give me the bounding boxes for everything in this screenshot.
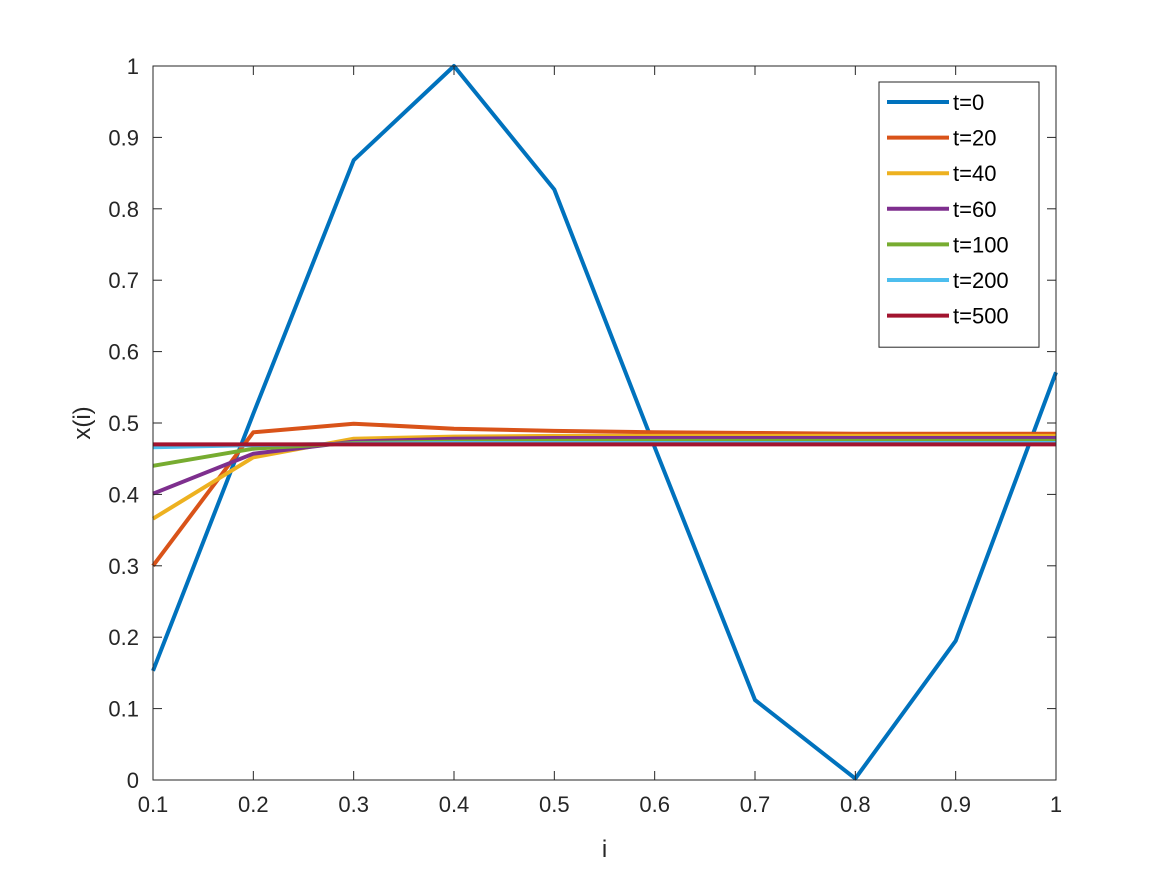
y-tick-label: 0.1 bbox=[108, 697, 139, 722]
y-tick-label: 0.2 bbox=[108, 625, 139, 650]
series-line-t=0 bbox=[151, 64, 1058, 781]
y-tick-label: 0.4 bbox=[108, 482, 139, 507]
y-tick-label: 0 bbox=[127, 768, 139, 793]
x-tick-label: 0.5 bbox=[539, 792, 570, 817]
y-tick-label: 0.7 bbox=[108, 268, 139, 293]
series-layer bbox=[151, 64, 1058, 781]
legend-box bbox=[878, 81, 1040, 348]
legend-label: t=500 bbox=[953, 304, 1009, 329]
x-tick-label: 0.7 bbox=[740, 792, 771, 817]
ticks-layer: 0.1 0.2 0.3 0.4 0.5 0.6 0.7 0.8 0.9 100.10.20.30.… bbox=[108, 54, 1062, 817]
x-tick-label: 0.3 bbox=[338, 792, 369, 817]
x-tick-label: 1 bbox=[1050, 792, 1062, 817]
y-tick-label: 0.3 bbox=[108, 554, 139, 579]
legend-label: t=100 bbox=[953, 232, 1009, 257]
y-tick-label: 0.8 bbox=[108, 197, 139, 222]
x-tick-label: 0.4 bbox=[439, 792, 470, 817]
y-tick-label: 0.5 bbox=[108, 411, 139, 436]
legend-label: t=0 bbox=[953, 90, 984, 115]
y-tick-label: 0.9 bbox=[108, 125, 139, 150]
x-tick-label: 0.2 bbox=[238, 792, 269, 817]
x-tick-label: 0.6 bbox=[639, 792, 670, 817]
y-tick-label: 0.6 bbox=[108, 340, 139, 365]
legend: t=0 t=20 t=40 t=60 t=100 t=200 t=500 bbox=[878, 81, 1040, 348]
x-tick-label: 0.8 bbox=[840, 792, 871, 817]
legend-label: t=200 bbox=[953, 268, 1009, 293]
x-axis-title: i bbox=[602, 836, 607, 863]
legend-label: t=60 bbox=[953, 197, 996, 222]
legend-label: t=40 bbox=[953, 161, 996, 186]
series-line-t=20 bbox=[151, 421, 1056, 568]
y-axis-title: x(i) bbox=[69, 406, 96, 439]
x-tick-label: 0.1 bbox=[138, 792, 169, 817]
x-tick-label: 0.9 bbox=[940, 792, 971, 817]
legend-label: t=20 bbox=[953, 126, 996, 151]
y-tick-label: 1 bbox=[127, 54, 139, 79]
